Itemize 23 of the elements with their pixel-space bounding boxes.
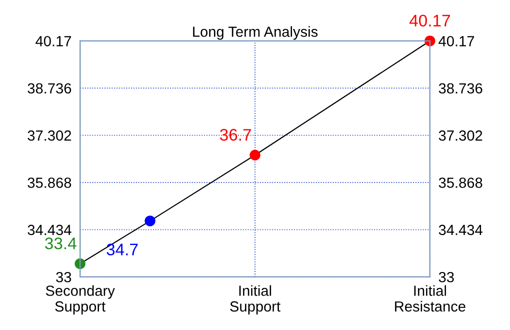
data-label: 33.4 — [45, 238, 76, 250]
y2-tick-label: 33 — [438, 272, 454, 282]
y2-tick-label: 40.17 — [438, 36, 474, 46]
y2-tick-label: 34.434 — [438, 224, 482, 236]
data-label: 40.17 — [409, 14, 450, 27]
y-tick-label: 34.434 — [28, 224, 72, 236]
x-tick-label: Initial Support — [230, 285, 280, 315]
chart-title: Long Term Analysis — [193, 26, 318, 40]
y-tick-label: 38.736 — [28, 83, 72, 94]
y-tick-label: 35.868 — [28, 178, 72, 188]
data-label: 36.7 — [220, 128, 251, 141]
point — [250, 150, 260, 160]
data-label: 34.7 — [106, 244, 138, 256]
y2-tick-label: 38.736 — [438, 83, 482, 94]
x-tick-label: Secondary Support — [46, 285, 115, 315]
y2-tick-label: 37.302 — [438, 130, 482, 141]
y-tick-label: 37.302 — [28, 130, 72, 141]
x-tick-label: Initial Resistance — [395, 285, 466, 312]
point — [74, 258, 86, 270]
y2-tick-label: 35.868 — [438, 178, 482, 188]
y-tick-label: 33 — [56, 272, 72, 282]
point — [144, 216, 156, 226]
y-tick-label: 40.17 — [36, 36, 72, 46]
